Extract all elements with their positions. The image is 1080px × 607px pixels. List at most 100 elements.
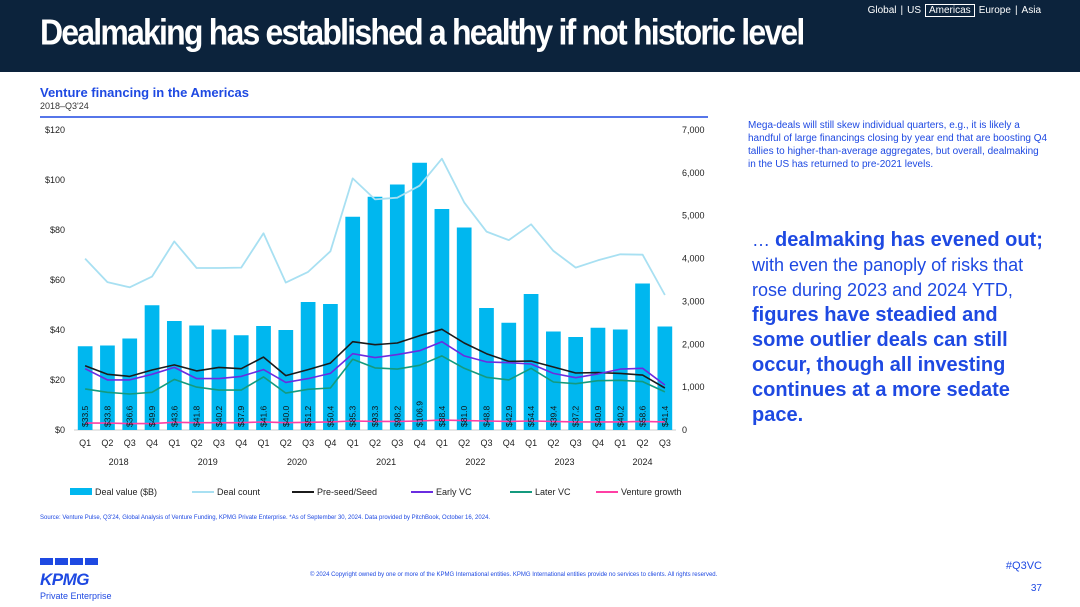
venture-growth-line: [85, 419, 665, 425]
deal-value-bar: [367, 196, 383, 430]
bar-data-label: $49.9: [147, 405, 157, 427]
quarter-tick-label: Q4: [592, 438, 604, 448]
right-axis-tick-label: 6,000: [682, 168, 705, 178]
later-vc-line: [84, 355, 666, 395]
bar-data-label: $106.9: [415, 401, 425, 427]
quarter-tick-label: Q2: [637, 438, 649, 448]
deal-value-bar: [434, 209, 450, 430]
region-asia[interactable]: Asia: [1021, 5, 1041, 16]
left-axis-tick-label: $20: [50, 375, 65, 385]
right-axis-tick-label: 0: [682, 425, 687, 435]
quarter-tick-label: Q4: [324, 438, 336, 448]
bar-data-label: $51.2: [303, 405, 313, 427]
year-tick-label: 2023: [555, 457, 575, 467]
bar-data-label: $37.2: [571, 405, 581, 427]
region-global[interactable]: Global: [867, 5, 897, 16]
bar-data-label: $33.5: [80, 405, 90, 427]
bar-data-label: $40.0: [281, 405, 291, 427]
deal-value-bar: [479, 308, 494, 430]
deal-value-bar: [144, 305, 160, 430]
quarter-tick-label: Q2: [101, 438, 113, 448]
header-bar: Dealmaking has established a healthy if …: [0, 0, 1080, 72]
right-axis-tick-label: 2,000: [682, 339, 705, 349]
bar-data-label: $43.6: [169, 405, 179, 427]
region-europe[interactable]: Europe: [978, 5, 1011, 16]
quarter-tick-label: Q1: [525, 438, 537, 448]
page-title: Dealmaking has established a healthy if …: [40, 12, 805, 53]
deal-value-bar: [300, 302, 316, 430]
nav-separator: |: [900, 5, 904, 16]
bar-data-label: $41.4: [660, 405, 670, 427]
bar-data-label: $88.4: [437, 405, 447, 427]
right-axis-tick-label: 7,000: [682, 125, 705, 135]
hashtag: #Q3VC: [1005, 560, 1042, 572]
legend-label: Early VC: [436, 487, 472, 497]
quarter-tick-label: Q2: [191, 438, 203, 448]
chart-subtitle: 2018–Q3'24: [40, 101, 89, 111]
region-us[interactable]: US: [907, 5, 921, 16]
quarter-tick-label: Q4: [235, 438, 247, 448]
logo-text: KPMG: [40, 570, 89, 589]
deal-value-bar: [233, 335, 249, 430]
bar-data-label: $37.9: [236, 405, 246, 427]
callout-prefix: …: [752, 230, 776, 250]
year-tick-label: 2022: [465, 457, 485, 467]
bar-data-label: $93.3: [370, 405, 380, 427]
note-text: Mega-deals will still skew individual qu…: [748, 120, 1048, 170]
legend-label: Later VC: [535, 487, 571, 497]
quarter-tick-label: Q2: [280, 438, 292, 448]
deal-value-bar: [501, 322, 517, 430]
chart-title: Venture financing in the Americas: [40, 85, 250, 100]
bar-data-label: $42.9: [504, 405, 514, 427]
region-americas[interactable]: Americas: [925, 4, 975, 17]
legend-label: Deal value ($B): [95, 487, 157, 497]
bar-data-label: $39.4: [548, 405, 558, 427]
year-tick-label: 2021: [376, 457, 396, 467]
legend-label: Deal count: [217, 487, 261, 497]
bar-data-label: $81.0: [459, 405, 469, 427]
bar-data-label: $50.4: [325, 405, 335, 427]
nav-separator: |: [1014, 5, 1018, 16]
copyright-text: © 2024 Copyright owned by one or more of…: [310, 572, 718, 578]
quarter-tick-label: Q1: [258, 438, 270, 448]
deal-value-bar: [323, 304, 338, 430]
year-tick-label: 2024: [633, 457, 653, 467]
right-axis-tick-label: 4,000: [682, 254, 705, 264]
callout-normal-1: with even the panoply of risks that rose…: [752, 255, 1024, 300]
source-text: Source: Venture Pulse, Q3'24, Global Ana…: [40, 515, 491, 521]
quarter-tick-label: Q3: [570, 438, 582, 448]
year-tick-label: 2020: [287, 457, 307, 467]
left-axis-tick-label: $120: [45, 125, 65, 135]
callout-text: … dealmaking has evened out; with even t…: [752, 228, 1052, 428]
quarter-tick-label: Q3: [659, 438, 671, 448]
right-axis-tick-label: 3,000: [682, 296, 705, 306]
deal-value-bar: [657, 326, 673, 430]
region-nav: Global | US Americas Europe | Asia: [867, 4, 1042, 17]
left-axis-tick-label: $40: [50, 325, 65, 335]
logo-squares-icon: [40, 558, 98, 565]
quarter-tick-label: Q2: [458, 438, 470, 448]
quarter-tick-label: Q1: [614, 438, 626, 448]
quarter-tick-label: Q1: [168, 438, 180, 448]
deal-value-bar: [256, 326, 271, 430]
quarter-tick-label: Q3: [124, 438, 136, 448]
quarter-tick-label: Q3: [391, 438, 403, 448]
legend-label: Pre-seed/Seed: [317, 487, 377, 497]
bar-data-label: $48.8: [481, 405, 491, 427]
deal-value-bar: [389, 184, 405, 430]
deal-value-bar: [590, 327, 606, 430]
callout-bold-2: figures have steadied and some outlier d…: [752, 304, 1010, 426]
quarter-tick-label: Q3: [480, 438, 492, 448]
deal-value-bar: [546, 331, 561, 430]
deal-value-bar: [635, 283, 650, 430]
legend-label: Venture growth: [621, 487, 682, 497]
bar-data-label: $40.9: [593, 405, 603, 427]
year-tick-label: 2019: [198, 457, 218, 467]
deal-value-bar: [345, 216, 361, 430]
left-axis-tick-label: $0: [55, 425, 65, 435]
quarter-tick-label: Q2: [547, 438, 559, 448]
venture-financing-chart: $0 $20 $40 $60 $80 $100 $120 0 1,000 2,000 3,000 4,…: [40, 116, 708, 497]
bar-data-label: $58.6: [638, 405, 648, 427]
deal-value-bar: [211, 329, 227, 430]
deal-value-bar: [166, 321, 182, 430]
